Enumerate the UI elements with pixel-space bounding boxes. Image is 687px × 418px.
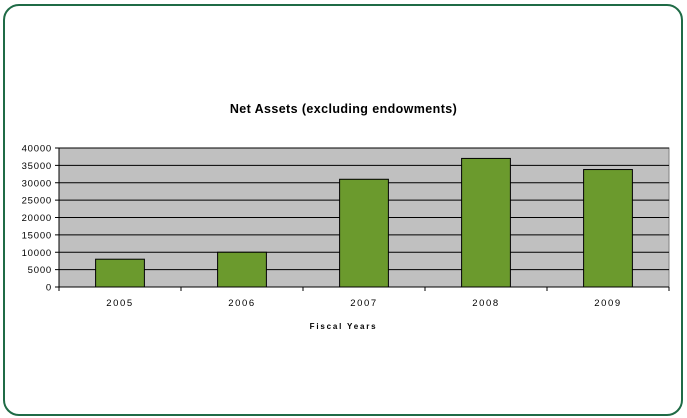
chart-title: Net Assets (excluding endowments)	[229, 102, 458, 116]
axes	[55, 147, 670, 291]
y-tick-label: 40000	[22, 144, 52, 155]
bar-2007	[339, 178, 389, 288]
y-tick-label: 5000	[28, 265, 52, 276]
bar-2006	[217, 251, 267, 288]
x-tick-label: 2005	[106, 298, 134, 309]
x-axis-label: Fiscal Years	[309, 322, 378, 331]
bars	[95, 157, 633, 288]
y-tick-label: 10000	[22, 248, 52, 259]
bar-2008	[461, 157, 511, 288]
y-tick-label: 30000	[22, 178, 52, 189]
y-tick-label: 25000	[22, 196, 52, 207]
bar-2005	[95, 258, 145, 288]
x-tick-labels: 2005 2006 2007 2008 2009	[106, 298, 622, 309]
x-tick-label: 2008	[472, 298, 500, 309]
x-tick-label: 2006	[228, 298, 256, 309]
y-tick-label: 0	[46, 283, 52, 294]
y-tick-label: 15000	[22, 230, 52, 241]
x-tick-label: 2009	[594, 298, 622, 309]
y-tick-label: 35000	[22, 161, 52, 172]
y-tick-labels: 0 5000 10000 15000 20000 25000 30000 35000 40000	[22, 144, 52, 294]
y-tick-label: 20000	[22, 213, 52, 224]
x-tick-label: 2007	[350, 298, 378, 309]
bar-2009	[583, 169, 633, 288]
